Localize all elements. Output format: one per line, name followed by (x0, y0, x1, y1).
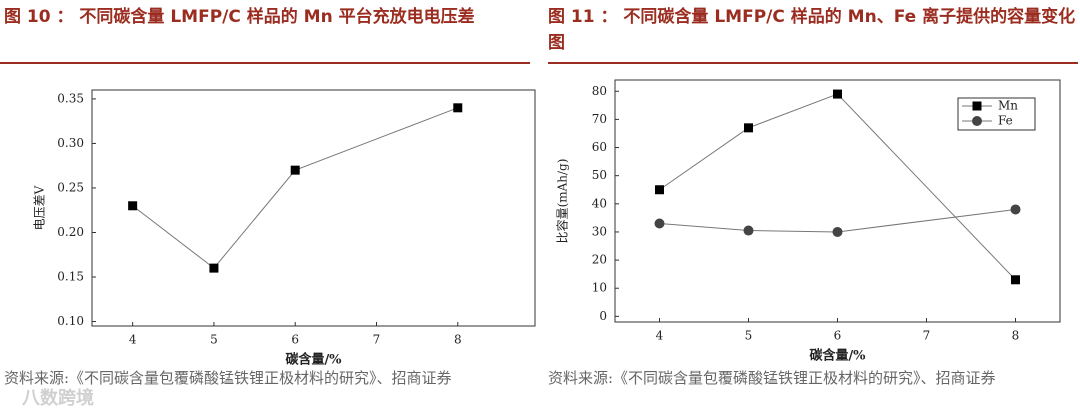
legend-marker (972, 116, 982, 126)
x-tick-label: 7 (923, 329, 931, 343)
figure-title: 图 10 ： 不同碳含量 LMFP/C 样品的 Mn 平台充放电电压差 (4, 7, 475, 27)
y-axis-label: 电压差V (33, 185, 47, 230)
legend-marker (972, 101, 982, 111)
x-tick-label: 5 (745, 329, 753, 343)
watermark: 八数跨境 (22, 388, 94, 409)
x-tick-label: 4 (129, 333, 137, 347)
point (453, 103, 463, 113)
x-axis-label: 碳含量/% (809, 348, 866, 364)
y-axis-label: 比容量(mAh/g) (555, 159, 570, 244)
point (1011, 275, 1020, 285)
legend-label: Mn (998, 99, 1018, 113)
figure-title: 图 11 ： 不同碳含量 LMFP/C 样品的 Mn、Fe 离子提供的容量变化图 (548, 7, 1076, 53)
x-tick-label: 6 (834, 329, 842, 343)
point (1010, 204, 1021, 215)
point (744, 123, 753, 133)
point (833, 89, 842, 99)
x-tick-label: 8 (1012, 329, 1020, 343)
point (832, 226, 843, 237)
x-tick-label: 8 (454, 333, 462, 347)
y-tick-label: 0.25 (57, 180, 84, 194)
y-tick-label: 70 (592, 112, 607, 126)
y-tick-label: 20 (592, 253, 607, 267)
x-tick-label: 4 (656, 329, 664, 343)
y-tick-label: 10 (592, 281, 607, 295)
x-tick-label: 6 (291, 333, 299, 347)
x-axis-label: 碳含量/% (285, 352, 342, 368)
y-tick-label: 0.30 (57, 136, 84, 150)
source-note: 资料来源:《不同碳含量包覆磷酸锰铁锂正极材料的研究》、招商证券 (548, 369, 996, 387)
point (655, 185, 664, 195)
source-note: 资料来源:《不同碳含量包覆磷酸锰铁锂正极材料的研究》、招商证券 (4, 369, 452, 387)
separator (548, 62, 1078, 64)
point (743, 225, 754, 236)
y-tick-label: 0 (599, 309, 607, 323)
series-line (132, 107, 458, 269)
x-tick-label: 5 (210, 333, 218, 347)
y-tick-label: 30 (592, 224, 607, 238)
point (209, 263, 219, 273)
legend-box (957, 97, 1036, 131)
y-tick-label: 0.20 (57, 225, 84, 239)
y-tick-label: 40 (592, 196, 607, 210)
y-tick-label: 0.35 (57, 91, 84, 105)
y-tick-label: 80 (592, 84, 607, 98)
y-tick-label: 50 (592, 168, 607, 182)
x-tick-label: 7 (373, 333, 381, 347)
series-line (659, 93, 1016, 281)
y-tick-label: 60 (592, 140, 607, 154)
series-line (659, 208, 1016, 233)
point (654, 218, 665, 229)
legend-label: Fe (998, 114, 1013, 128)
plot-frame (91, 89, 536, 327)
point (128, 201, 138, 211)
y-tick-label: 0.15 (57, 270, 84, 284)
y-tick-label: 0.10 (57, 314, 84, 328)
point (290, 165, 300, 175)
separator (0, 62, 530, 64)
